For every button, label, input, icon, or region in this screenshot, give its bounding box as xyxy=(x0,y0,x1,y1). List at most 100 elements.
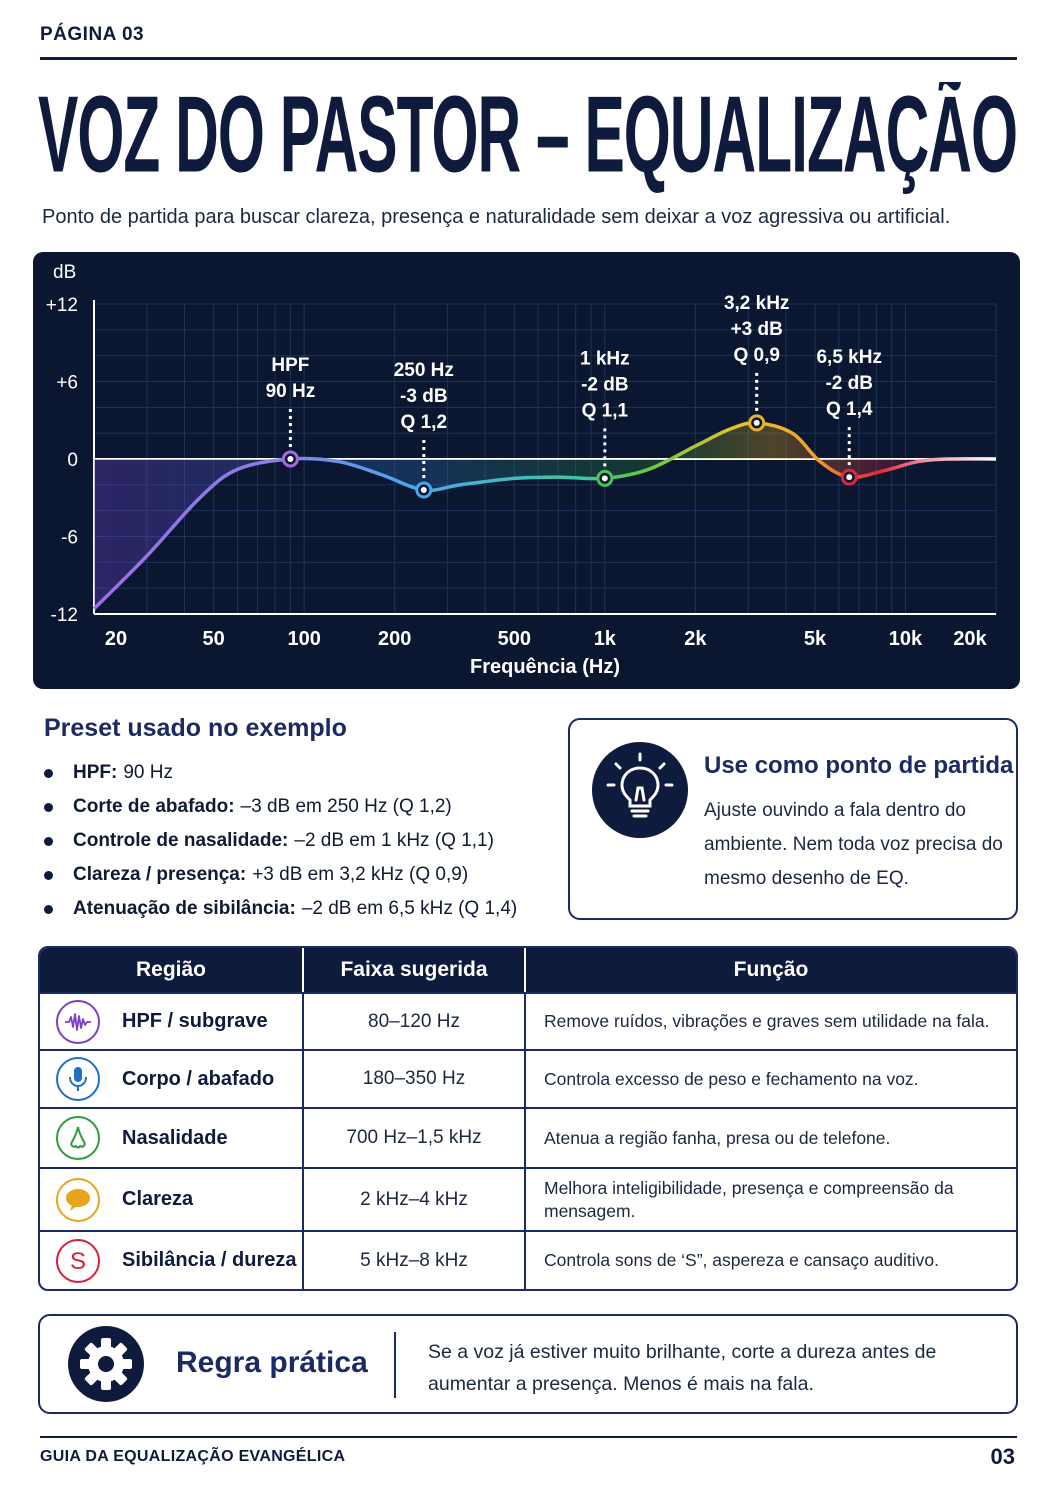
band-label: 3,2 kHz xyxy=(724,293,789,314)
eq-band-point-center xyxy=(287,456,294,462)
x-tick-label: 200 xyxy=(378,628,411,650)
preset-item-value: –2 dB em 6,5 kHz (Q 1,4) xyxy=(301,898,518,919)
preset-item-label: Controle de nasalidade: xyxy=(73,830,289,851)
page-subtitle: Ponto de partida para buscar clareza, pr… xyxy=(42,206,951,228)
waveform-icon xyxy=(56,999,100,1044)
row-region-label: Clareza xyxy=(122,1188,194,1210)
x-tick-label: 50 xyxy=(203,628,225,650)
row-region-label: HPF / subgrave xyxy=(122,1010,268,1032)
preset-item-nasalidade: Controle de nasalidade: –2 dB em 1 kHz (Q… xyxy=(44,824,517,858)
band-label: 250 Hz xyxy=(394,360,454,381)
bullet xyxy=(44,904,53,914)
bullet xyxy=(44,768,53,778)
table-cell-range: 2 kHz–4 kHz xyxy=(304,1169,526,1230)
bullet xyxy=(44,870,53,880)
row-region-label: Sibilância / dureza xyxy=(122,1249,297,1271)
preset-item-label: Atenuação de sibilância: xyxy=(73,898,296,919)
preset-list: HPF: 90 Hz Corte de abafado: –3 dB em 250 … xyxy=(44,756,517,926)
eq-curve-line xyxy=(92,421,997,611)
preset-item-label: Clareza / presença: xyxy=(73,864,247,885)
top-rule xyxy=(40,57,1017,60)
band-label: -2 dB xyxy=(581,374,629,395)
tip-box: Use como ponto de partida Ajuste ouvindo… xyxy=(568,718,1018,920)
eq-band-point-center xyxy=(846,474,853,481)
table-header-region: Região xyxy=(40,948,304,992)
table-cell-region: Nasalidade xyxy=(40,1109,304,1167)
preset-item-label: HPF: xyxy=(73,762,118,783)
lightbulb-icon xyxy=(592,742,688,838)
band-label: HPF xyxy=(271,355,309,376)
table-row: Corpo / abafado 180–350 Hz Controla exce… xyxy=(40,1049,1016,1107)
band-label: -3 dB xyxy=(400,386,448,407)
table-row: HPF / subgrave 80–120 Hz Remove ruídos, … xyxy=(40,992,1016,1049)
preset-item-sibilancia: Atenuação de sibilância: –2 dB em 6,5 kHz… xyxy=(44,892,517,926)
preset-item-abafado: Corte de abafado: –3 dB em 250 Hz (Q 1,2) xyxy=(44,790,517,824)
eq-chart: +12 +6 0 -6 -12 dB 20 50 100 200 500 1k 2k 5k 10k 20k Fr… xyxy=(33,252,1020,689)
table-cell-region: HPF / subgrave xyxy=(40,994,304,1049)
table-header-range: Faixa sugerida xyxy=(304,948,526,992)
table-row: Clareza 2 kHz–4 kHz Melhora inteligibili… xyxy=(40,1167,1016,1230)
x-tick-label: 20k xyxy=(953,628,987,650)
table-cell-range: 5 kHz–8 kHz xyxy=(304,1232,526,1289)
letter-s-icon: S xyxy=(56,1238,100,1283)
band-label: -2 dB xyxy=(825,373,873,394)
rule-box: Regra prática Se a voz já estiver muito … xyxy=(38,1314,1018,1414)
table-header: Região Faixa sugerida Função xyxy=(40,948,1016,992)
speech-bubble-icon xyxy=(56,1177,100,1222)
y-tick-label: 0 xyxy=(67,450,78,471)
table-cell-function: Controla excesso de peso e fechamento na… xyxy=(544,1068,919,1089)
x-tick-label: 500 xyxy=(498,628,531,650)
band-label: Q 0,9 xyxy=(733,345,779,366)
eq-band-point-center xyxy=(753,419,760,426)
tip-title: Use como ponto de partida xyxy=(704,752,1014,779)
bottom-rule xyxy=(40,1436,1017,1438)
svg-text:S: S xyxy=(70,1248,86,1275)
bullet xyxy=(44,802,53,812)
preset-item-value: –2 dB em 1 kHz (Q 1,1) xyxy=(294,830,494,851)
preset-item-value: +3 dB em 3,2 kHz (Q 0,9) xyxy=(252,864,469,885)
x-tick-label: 1k xyxy=(594,628,617,650)
table-cell-function: Remove ruídos, vibrações e graves sem ut… xyxy=(544,1011,990,1031)
band-label: Q 1,2 xyxy=(401,412,447,433)
x-tick-label: 5k xyxy=(804,628,827,650)
table-cell-region: Clareza xyxy=(40,1169,304,1230)
eq-regions-table: Região Faixa sugerida Função HPF / subgr… xyxy=(38,946,1018,1291)
y-tick-label: -12 xyxy=(51,605,78,626)
table-cell-region: S Sibilância / dureza xyxy=(40,1232,304,1289)
row-region-label: Nasalidade xyxy=(122,1126,228,1149)
table-cell-function: Melhora inteligibilidade, presença e com… xyxy=(544,1177,954,1221)
page-label: PÁGINA 03 xyxy=(40,24,145,45)
band-label: 90 Hz xyxy=(266,381,316,402)
footer-page-number: 03 xyxy=(990,1444,1015,1469)
eq-chart-svg: +12 +6 0 -6 -12 dB 20 50 100 200 500 1k 2k 5k 10k 20k Fr… xyxy=(46,262,997,678)
x-tick-label: 20 xyxy=(105,628,127,650)
y-tick-label: +6 xyxy=(56,373,78,394)
rule-text: Se a voz já estiver muito brilhante, cor… xyxy=(428,1341,937,1395)
band-label: 6,5 kHz xyxy=(816,347,881,368)
table-header-function: Função xyxy=(733,958,809,981)
band-label: +3 dB xyxy=(731,319,783,340)
table-cell-range: 700 Hz–1,5 kHz xyxy=(304,1109,526,1167)
table-cell-function: Controla sons de ‘S”, aspereza e cansaço… xyxy=(544,1250,939,1270)
table-cell-region: Corpo / abafado xyxy=(40,1051,304,1107)
rule-title: Regra prática xyxy=(176,1346,368,1379)
preset-item-value: 90 Hz xyxy=(123,762,173,783)
table-row: Nasalidade 700 Hz–1,5 kHz Atenua a regiã… xyxy=(40,1107,1016,1167)
eq-band-point-center xyxy=(420,487,427,493)
gear-icon xyxy=(68,1326,144,1402)
x-axis-title: Frequência (Hz) xyxy=(470,656,620,678)
preset-item-clareza: Clareza / presença: +3 dB em 3,2 kHz (Q 0… xyxy=(44,858,517,892)
bullet xyxy=(44,836,53,846)
table-row: S Sibilância / dureza 5 kHz–8 kHz Contro… xyxy=(40,1230,1016,1289)
preset-item-label: Corte de abafado: xyxy=(73,796,235,817)
band-label: Q 1,1 xyxy=(582,400,629,421)
preset-item-hpf: HPF: 90 Hz xyxy=(44,756,517,790)
nose-icon xyxy=(56,1116,100,1160)
table-cell-range: 180–350 Hz xyxy=(304,1051,526,1107)
page-title: VOZ DO PASTOR – EQUALIZAÇÃO PRÁTICA xyxy=(38,82,1023,202)
x-tick-label: 2k xyxy=(684,628,707,650)
y-tick-label: -6 xyxy=(61,528,78,549)
footer-guide-title: GUIA DA EQUALIZAÇÃO EVANGÉLICA xyxy=(40,1448,346,1465)
table-cell-range: 80–120 Hz xyxy=(304,994,526,1049)
row-region-label: Corpo / abafado xyxy=(122,1067,275,1090)
